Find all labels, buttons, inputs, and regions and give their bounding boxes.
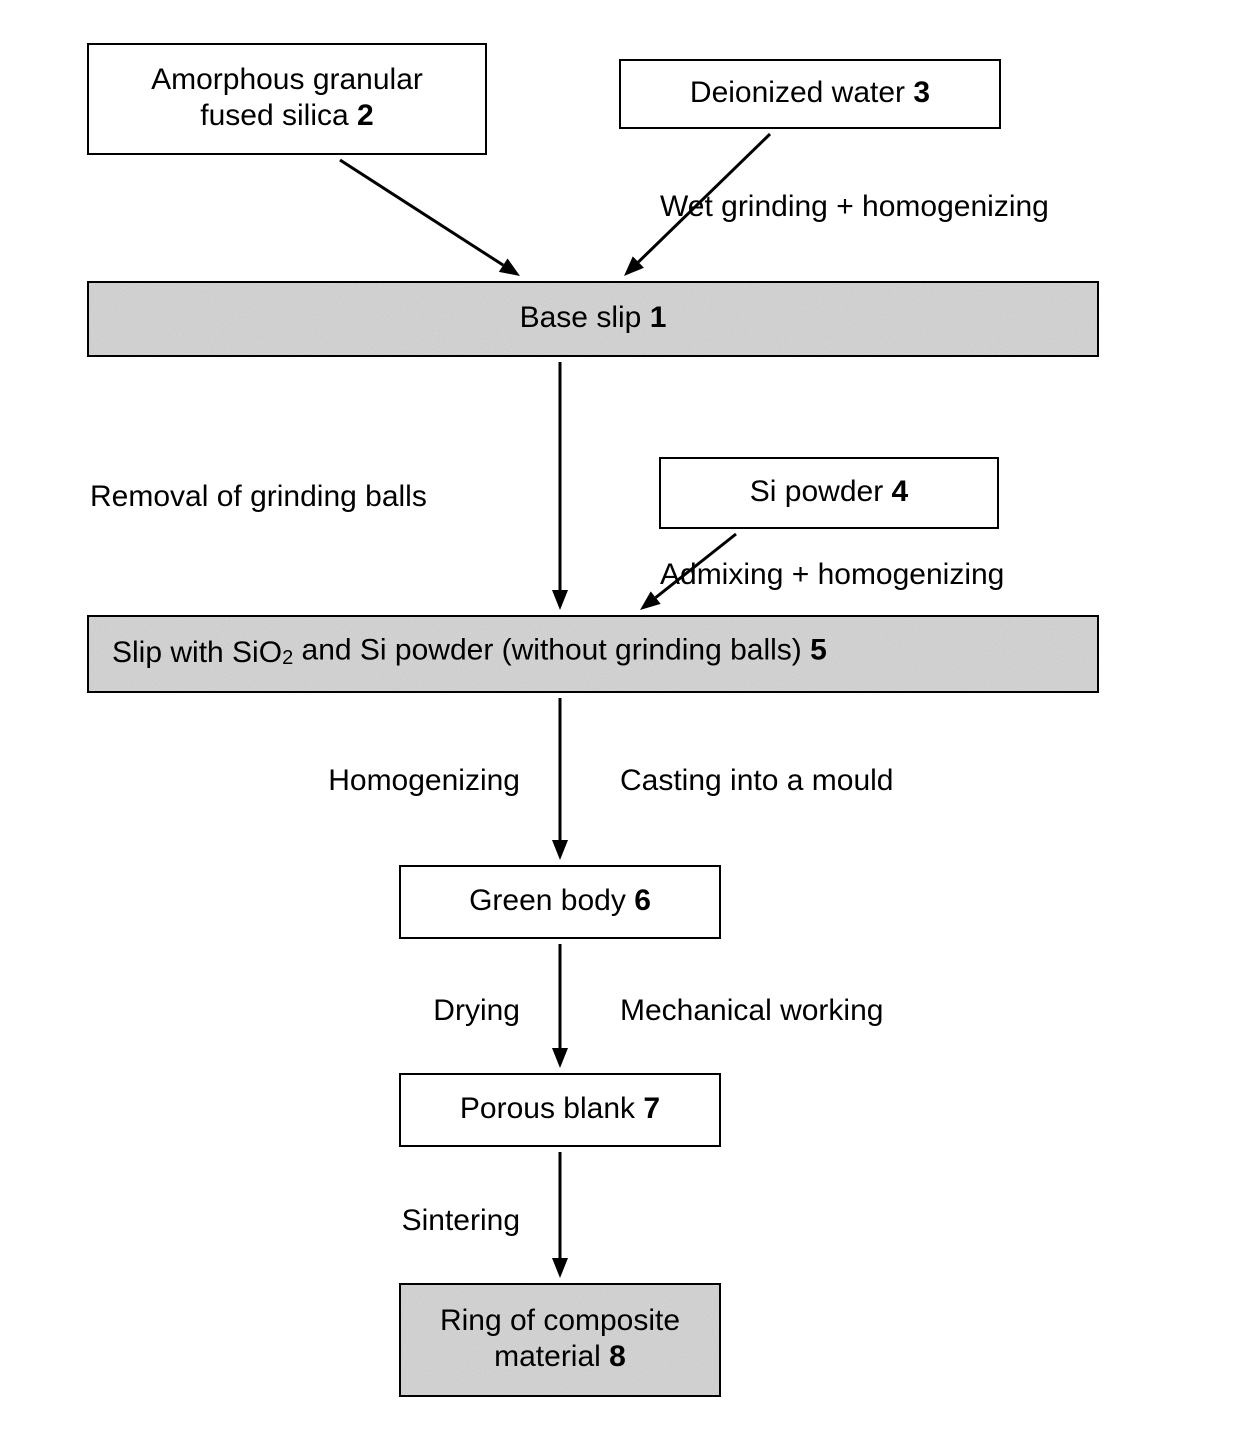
arrow-baseslip-to-slip5 (552, 362, 568, 610)
label-sintering: Sintering (402, 1204, 520, 1237)
box-slip5: Slip with SiO2 and Si powder (without gr… (88, 616, 1098, 692)
flowchart-canvas: Amorphous granularfused silica 2 Deionize… (0, 0, 1240, 1454)
box-blank-line-0: Porous blank 7 (460, 1092, 660, 1125)
arrow-slip5-to-green (552, 698, 568, 860)
box-ring-line-0: Ring of composite (440, 1304, 680, 1337)
box-green: Green body 6 (400, 866, 720, 938)
box-sipowder: Si powder 4 (660, 458, 998, 528)
box-baseslip-line-0: Base slip 1 (520, 301, 667, 334)
box-green-line-0: Green body 6 (469, 884, 651, 917)
box-baseslip: Base slip 1 (88, 282, 1098, 356)
box-silica: Amorphous granularfused silica 2 (88, 44, 486, 154)
box-blank: Porous blank 7 (400, 1074, 720, 1146)
label-removal: Removal of grinding balls (90, 480, 427, 513)
box-ring-line-1: material 8 (494, 1340, 626, 1373)
box-sipowder-line-0: Si powder 4 (750, 475, 909, 508)
label-homogenizing: Homogenizing (328, 764, 520, 797)
box-water: Deionized water 3 (620, 60, 1000, 128)
box-water-line-0: Deionized water 3 (690, 76, 930, 109)
arrow-green-to-blank (552, 944, 568, 1068)
box-silica-line-0: Amorphous granular (151, 63, 423, 96)
label-wet-grinding: Wet grinding + homogenizing (660, 190, 1049, 223)
label-casting: Casting into a mould (620, 764, 894, 797)
arrow-silica-to-baseslip (340, 160, 520, 276)
arrow-blank-to-ring (552, 1152, 568, 1278)
label-mechanical: Mechanical working (620, 994, 883, 1027)
box-slip5-line-0: Slip with SiO2 and Si powder (without gr… (112, 633, 827, 669)
label-admixing: Admixing + homogenizing (660, 558, 1004, 591)
box-silica-line-1: fused silica 2 (200, 99, 373, 132)
label-drying: Drying (433, 994, 520, 1027)
box-ring: Ring of compositematerial 8 (400, 1284, 720, 1396)
